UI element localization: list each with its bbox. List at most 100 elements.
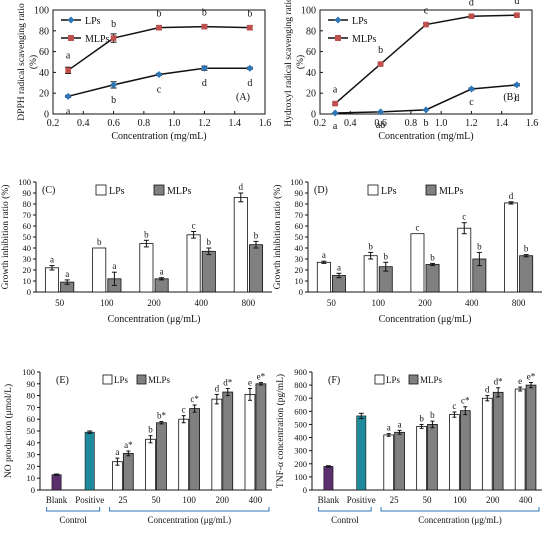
y-axis-label: Hydroxyl radical scavenging ratio — [284, 0, 294, 127]
y-tick-label: 80 — [295, 199, 304, 209]
significance-letter: b — [477, 241, 482, 251]
significance-letter: d* — [223, 378, 233, 388]
y-tick-label: 40 — [306, 68, 316, 79]
bar — [525, 384, 537, 491]
data-point — [64, 92, 72, 100]
x-tick-label: 1.4 — [228, 118, 241, 129]
y-tick-label: 40 — [23, 243, 32, 253]
significance-letter: b — [247, 9, 252, 20]
y-tick-label: 60 — [27, 414, 36, 424]
data-point — [247, 24, 253, 31]
y-tick-label: 100 — [301, 6, 316, 17]
control-bar-positive — [84, 431, 95, 491]
significance-letter: d — [509, 191, 514, 201]
bar — [394, 431, 405, 491]
x-tick-label: 0.2 — [47, 118, 60, 129]
legend-label: MLPs — [148, 375, 171, 385]
y-tick-label: 100 — [18, 177, 31, 187]
y-tick-label: 20 — [295, 265, 304, 275]
data-point — [514, 12, 520, 18]
y-axis-label: NO production (μmol/L) — [3, 384, 14, 478]
x-tick-label: 400 — [194, 298, 208, 308]
significance-letter: b — [368, 241, 373, 251]
significance-letter: c — [415, 223, 419, 233]
x-tick-label: 1.4 — [495, 118, 508, 129]
panel-label: (F) — [328, 375, 340, 386]
control-bracket — [318, 507, 372, 512]
significance-letter: b — [157, 9, 162, 20]
significance-letter: a — [160, 267, 164, 277]
y-tick-label: 40 — [27, 438, 36, 448]
y-tick-label: 20 — [306, 89, 316, 100]
significance-letter: b — [202, 8, 207, 19]
y-tick-label: 60 — [295, 221, 304, 231]
y-tick-label: 30 — [23, 254, 32, 264]
bar — [233, 196, 248, 293]
legend-swatch — [136, 374, 147, 385]
y-tick-label: 0 — [44, 110, 49, 121]
y-tick-label: 100 — [34, 6, 49, 17]
legend-label: MLPs — [167, 186, 192, 197]
significance-letter: d — [239, 182, 244, 192]
bar — [178, 418, 190, 491]
significance-letter: d — [202, 78, 207, 89]
panel-label: (E) — [56, 375, 69, 386]
x-tick-label: 1.6 — [259, 118, 272, 129]
significance-letter: d — [469, 0, 474, 8]
significance-letter: d* — [494, 377, 504, 387]
data-point — [246, 64, 254, 72]
significance-letter: d — [514, 0, 519, 7]
significance-letter: b — [144, 229, 149, 239]
x-tick-label: 50 — [152, 495, 162, 505]
y-tick-label: 200 — [294, 459, 307, 469]
y-axis-unit: (%) — [28, 55, 39, 69]
significance-letter: b — [424, 118, 429, 129]
significance-letter: d — [485, 385, 490, 395]
significance-letter: b — [384, 251, 389, 261]
x-tick-label: 800 — [512, 298, 526, 308]
data-point — [110, 35, 117, 41]
x-axis-label: Concentration (μg/mL) — [379, 314, 472, 325]
bar — [457, 227, 472, 293]
concentration-group-label: Concentration (μg/mL) — [418, 515, 502, 525]
x-axis-label: Concentration (mg/mL) — [111, 131, 206, 142]
bar — [363, 255, 378, 293]
x-tick-label: Blank — [46, 495, 68, 505]
x-tick-label: 800 — [242, 298, 256, 308]
legend-swatch — [102, 374, 113, 385]
line-panel-A: 0 20 40 60 80 100 0.2 0.4 0.6 0.8 1.0 1.2 1.4 1.6 Conc… — [17, 3, 271, 142]
bar — [449, 414, 460, 491]
legend-label: LPs — [85, 16, 101, 27]
y-axis-label: TNF-α concentration (pg/mL) — [275, 374, 286, 488]
bar — [44, 267, 59, 293]
data-point — [423, 21, 429, 28]
control-bar-positive — [356, 415, 367, 491]
x-tick-label: 1.0 — [435, 118, 448, 129]
legend-label: MLPs — [85, 34, 110, 45]
significance-letter: b — [148, 425, 153, 435]
y-tick-label: 600 — [294, 406, 307, 416]
series-line-MLPs — [334, 14, 517, 105]
legend-label: LPs — [114, 375, 129, 385]
panel-label: (A) — [236, 92, 250, 103]
significance-letter: a — [50, 255, 54, 265]
legend-label: MLPs — [439, 186, 464, 197]
bar-panel-C: 010203040506070809010050aa100ba200ba400c… — [0, 177, 272, 325]
bar — [416, 426, 427, 491]
legend-label: MLPs — [420, 375, 443, 385]
y-tick-label: 40 — [39, 68, 49, 79]
bar — [156, 422, 167, 491]
x-tick-label: 50 — [55, 298, 65, 308]
y-tick-label: 500 — [294, 419, 307, 429]
x-tick-label: 100 — [453, 495, 467, 505]
x-tick-label: 1.2 — [198, 118, 211, 129]
x-tick-label: 100 — [100, 298, 114, 308]
significance-letter: a — [65, 269, 69, 279]
x-tick-label: 25 — [390, 495, 400, 505]
significance-letter: b — [97, 237, 102, 247]
bar — [122, 453, 134, 491]
legend-swatch — [153, 184, 165, 196]
significance-letter: c* — [190, 394, 199, 404]
significance-letter: b — [207, 237, 212, 247]
plot-frame — [319, 9, 533, 115]
